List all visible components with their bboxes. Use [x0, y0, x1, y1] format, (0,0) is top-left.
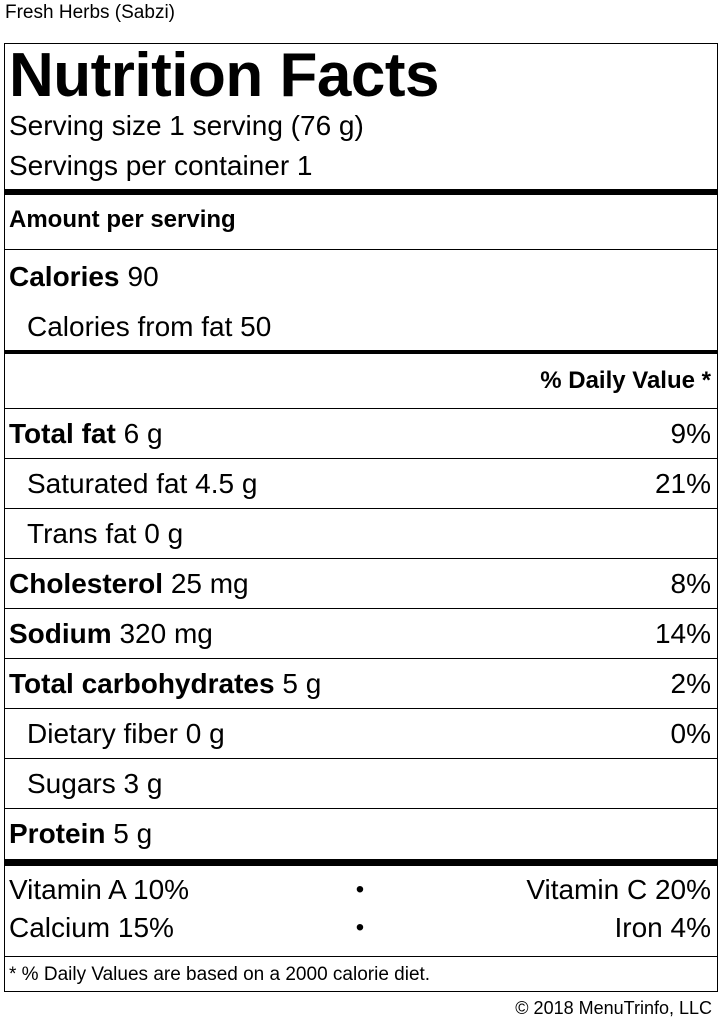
- nutrient-label: Total carbohydrates: [9, 667, 275, 699]
- servings-per-container: Servings per container 1: [9, 150, 313, 181]
- nutrition-label: Nutrition Facts Serving size 1 serving (…: [4, 43, 718, 992]
- divider: [5, 249, 717, 250]
- calories-row: Calories 90: [9, 250, 711, 303]
- nutrient-label: Saturated fat: [27, 467, 188, 499]
- nutrient-label: Protein: [9, 818, 106, 849]
- nutrient-row-sugars: Sugars 3 g: [5, 759, 717, 809]
- vitamin-left: Vitamin A 10%: [9, 874, 190, 905]
- nutrient-label: Dietary fiber: [27, 717, 178, 749]
- nutrient-dv: 21%: [654, 467, 711, 499]
- vitamins-block: Vitamin A 10% • Vitamin C 20% Calcium 15…: [9, 866, 711, 956]
- nutrient-dv: 2%: [670, 667, 711, 699]
- daily-value-header: % Daily Value *: [5, 354, 717, 409]
- nutrient-dv: 9%: [670, 417, 711, 449]
- vitamin-row: Calcium 15% • Iron 4%: [9, 909, 711, 947]
- nutrient-amount: 320 mg: [119, 617, 213, 649]
- vitamin-right: Iron 4%: [614, 912, 712, 943]
- divider: [5, 956, 717, 957]
- nutrient-row-trans-fat: Trans fat 0 g: [5, 509, 717, 559]
- nutrient-amount: 25 mg: [170, 567, 249, 599]
- nutrient-row-dietary-fiber: Dietary fiber 0 g 0%: [5, 709, 717, 759]
- nutrient-amount: 0 g: [144, 517, 184, 549]
- nutrient-row-sodium: Sodium 320 mg 14%: [5, 609, 717, 659]
- bullet-icon: •: [355, 914, 365, 941]
- nutrient-row-saturated-fat: Saturated fat 4.5 g 21%: [5, 459, 717, 509]
- vitamin-left: Calcium 15%: [9, 912, 174, 943]
- footnote: * % Daily Values are based on a 2000 cal…: [9, 964, 431, 985]
- label-title: Nutrition Facts: [9, 41, 439, 110]
- nutrient-dv: 14%: [654, 617, 711, 649]
- calories-label: Calories: [9, 260, 120, 292]
- amount-per-serving: Amount per serving: [9, 206, 236, 233]
- serving-size: Serving size 1 serving (76 g): [9, 110, 364, 141]
- divider-heavy: [5, 859, 717, 866]
- nutrient-label: Trans fat: [27, 517, 137, 549]
- calories-value: 90: [127, 260, 159, 292]
- vitamin-right: Vitamin C 20%: [526, 874, 711, 905]
- nutrient-label: Cholesterol: [9, 567, 164, 599]
- calories-from-fat: Calories from fat 50: [27, 310, 272, 342]
- divider-medium: [5, 350, 717, 354]
- nutrient-label: Total fat: [9, 417, 116, 449]
- copyright: © 2018 MenuTrinfo, LLC: [515, 998, 712, 1018]
- nutrient-row-protein: Protein 5 g: [5, 809, 717, 859]
- nutrient-amount: 0 g: [185, 717, 225, 749]
- nutrient-amount: 5 g: [282, 667, 322, 699]
- nutrient-amount: 3 g: [123, 767, 163, 799]
- nutrient-dv: 0%: [670, 717, 711, 749]
- nutrient-amount: 5 g: [113, 818, 153, 849]
- nutrient-amount: 6 g: [123, 417, 163, 449]
- vitamin-row: Vitamin A 10% • Vitamin C 20%: [9, 871, 711, 909]
- nutrient-row-total-fat: Total fat 6 g 9%: [5, 409, 717, 459]
- nutrient-label: Sodium: [9, 617, 112, 649]
- divider-thick: [5, 189, 717, 195]
- nutrient-label: Sugars: [27, 767, 116, 799]
- bullet-icon: •: [355, 876, 365, 903]
- nutrient-row-cholesterol: Cholesterol 25 mg 8%: [5, 559, 717, 609]
- product-name: Fresh Herbs (Sabzi): [5, 2, 175, 23]
- nutrient-dv: 8%: [670, 567, 711, 599]
- nutrient-amount: 4.5 g: [195, 467, 258, 499]
- nutrient-row-total-carbohydrates: Total carbohydrates 5 g 2%: [5, 659, 717, 709]
